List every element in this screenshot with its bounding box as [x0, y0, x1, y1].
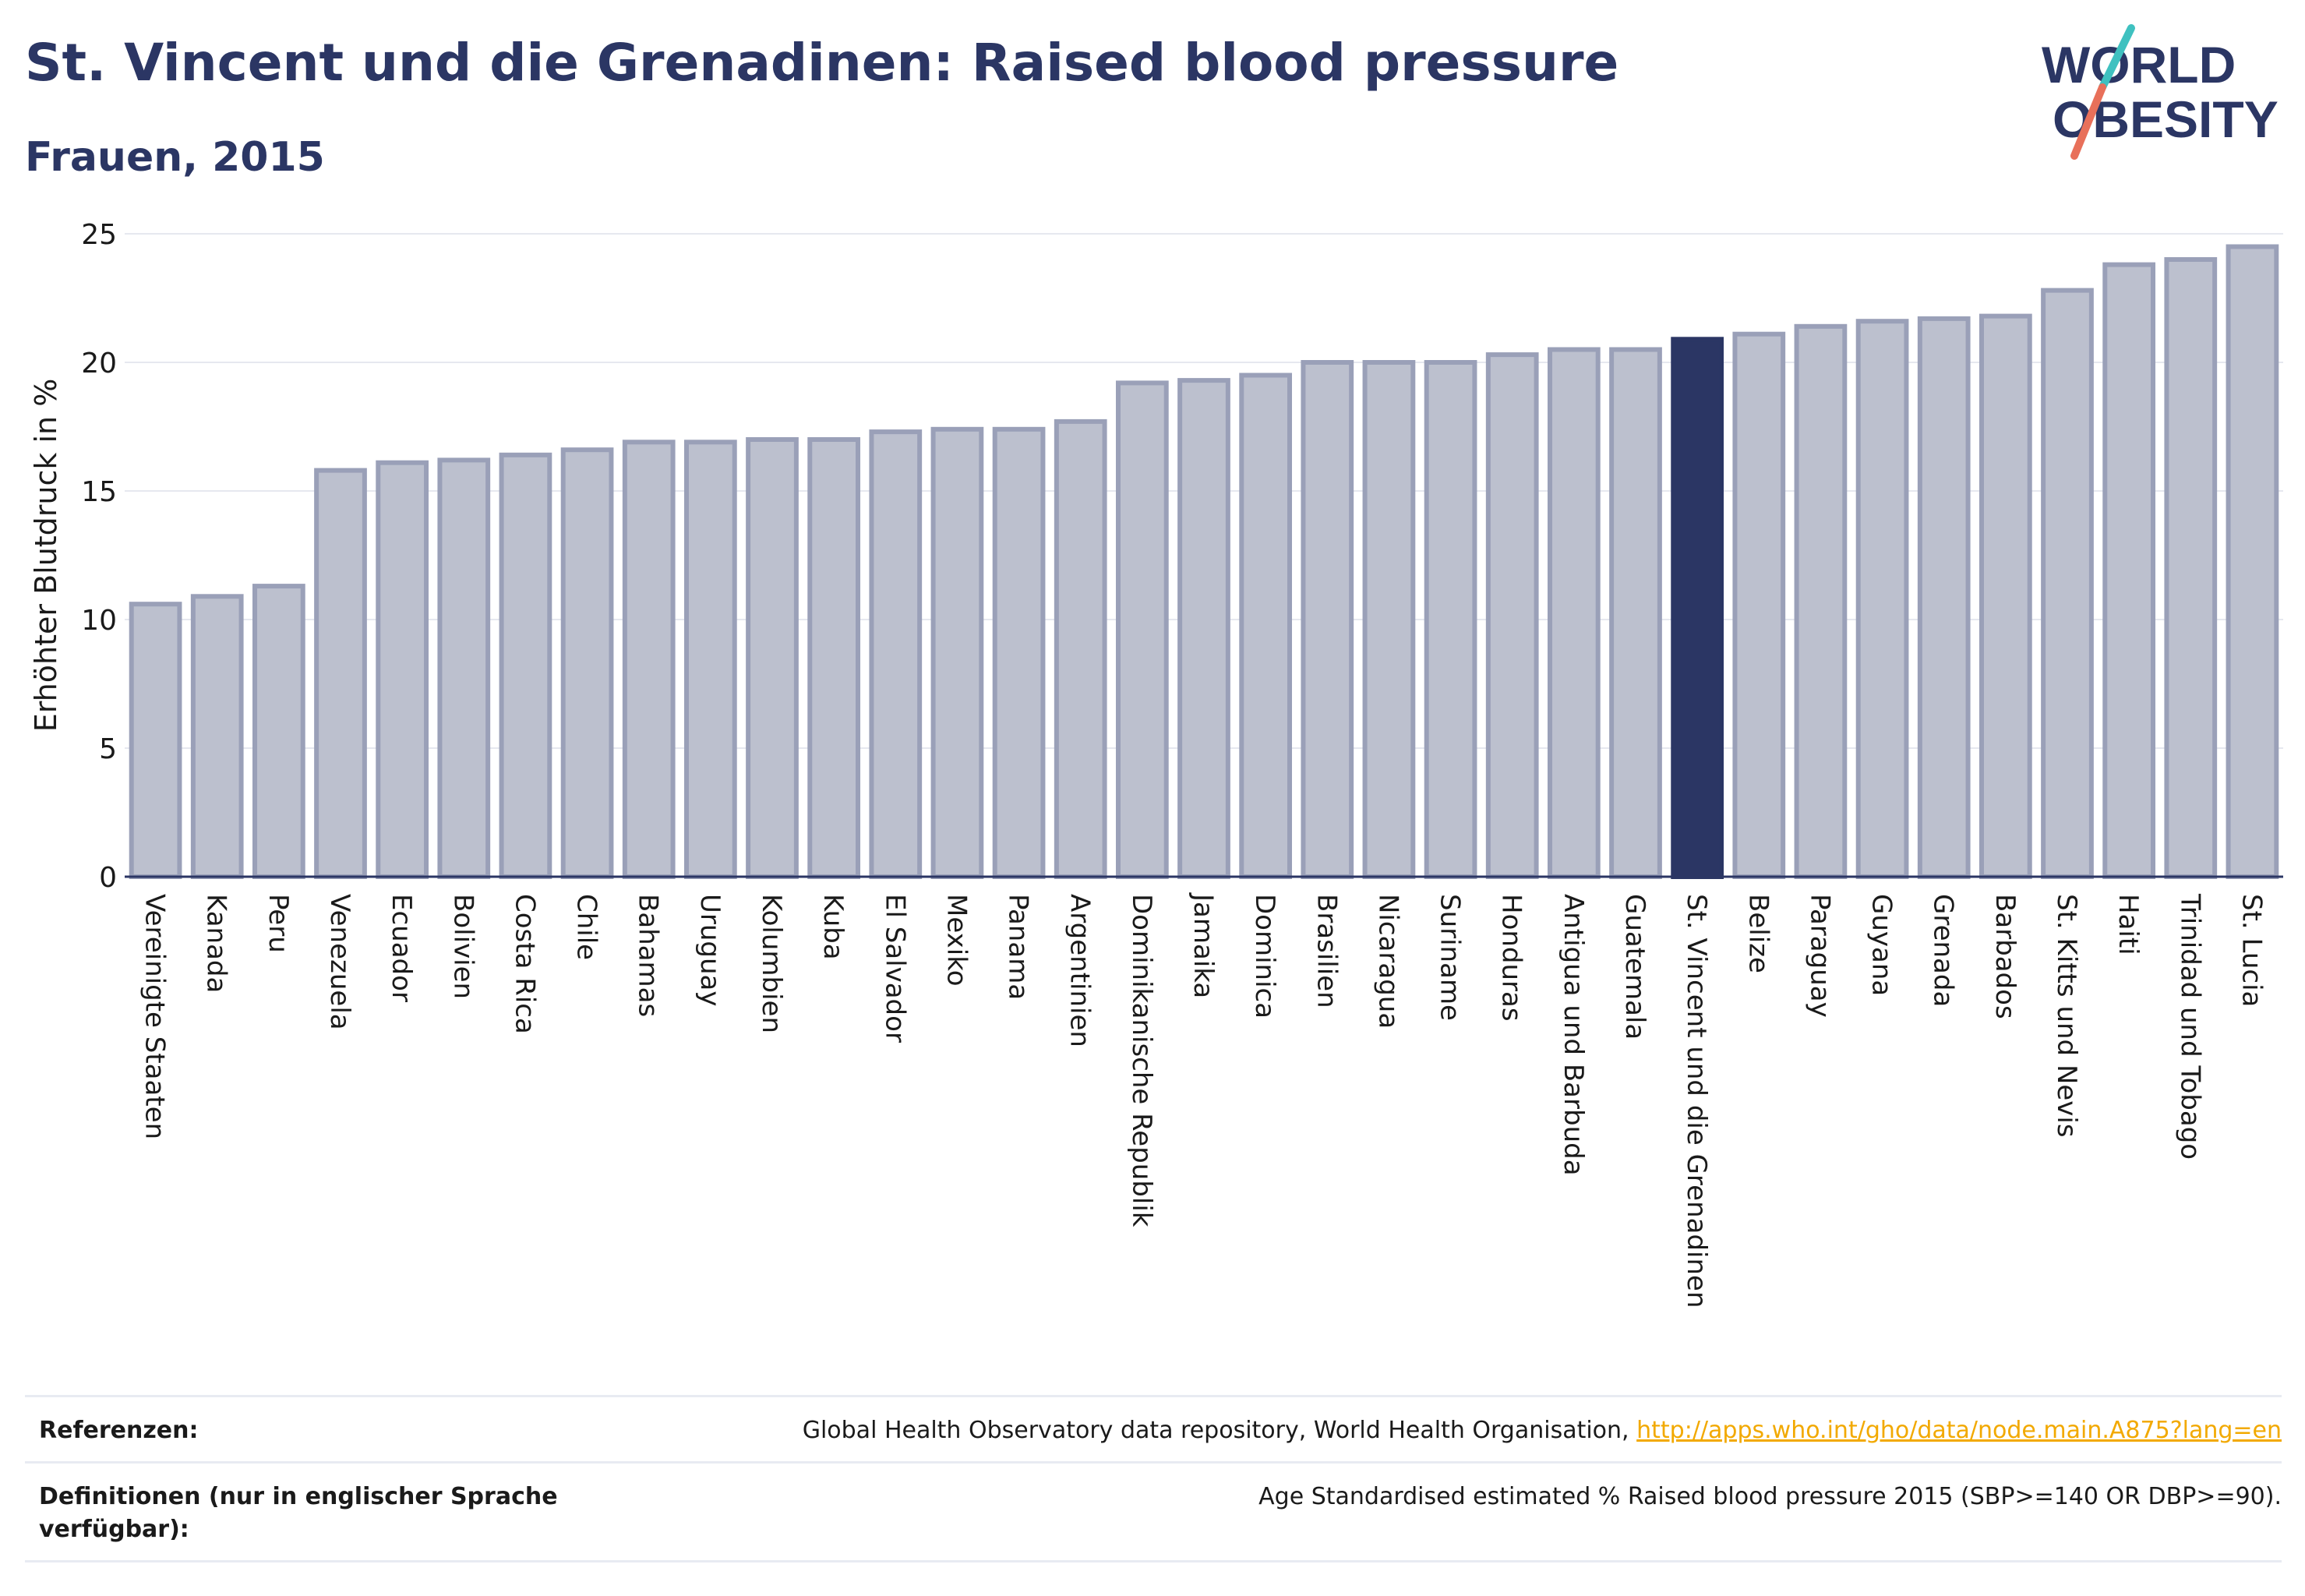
- x-tick-label: St. Vincent und die Grenadinen: [1681, 894, 1712, 1308]
- bar: [1115, 380, 1169, 879]
- x-tick-label: Haiti: [2113, 894, 2144, 955]
- y-tick-label: 20: [81, 348, 117, 380]
- references-label: Referenzen:: [39, 1417, 199, 1444]
- bar: [190, 594, 244, 879]
- bar: [869, 429, 923, 879]
- bar: [560, 447, 614, 879]
- x-tick-label: Peru: [263, 894, 294, 953]
- x-tick-label: Argentinien: [1064, 894, 1096, 1047]
- bar: [1424, 360, 1477, 879]
- y-axis-label: Erhöhter Blutdruck in %: [29, 379, 63, 733]
- x-tick-label: Belize: [1742, 894, 1774, 973]
- x-tick-label: Dominica: [1249, 894, 1280, 1019]
- references-row: Referenzen: Global Health Observatory da…: [25, 1395, 2282, 1461]
- bar: [1978, 313, 2032, 880]
- bar: [376, 460, 429, 879]
- x-tick-label: Trinidad und Tobago: [2174, 893, 2205, 1160]
- definitions-row: Definitionen (nur in englischer Sprache …: [25, 1461, 2282, 1562]
- bar: [437, 457, 491, 879]
- x-tick-label: Grenada: [1928, 894, 1959, 1007]
- bar: [992, 426, 1046, 879]
- bar: [1054, 418, 1107, 879]
- x-tick-label: Costa Rica: [509, 894, 540, 1034]
- chart-subtitle: Frauen, 2015: [25, 134, 325, 181]
- x-tick-label: Suriname: [1435, 894, 1466, 1021]
- x-tick-label: Mexiko: [941, 894, 972, 987]
- x-tick-labels: Vereinigte Staaten Kanada Peru Venezuela Ecu…: [139, 892, 2268, 1308]
- bar: [314, 468, 367, 879]
- chart-title: St. Vincent und die Grenadinen: Raised b…: [25, 33, 1619, 93]
- x-tick-label: Ecuador: [386, 894, 417, 1002]
- world-obesity-logo: WORLD OBESITY: [2042, 24, 2279, 160]
- y-tick-label: 15: [81, 476, 117, 508]
- y-tick-label: 25: [81, 219, 117, 251]
- bar: [807, 437, 861, 879]
- x-tick-label: Uruguay: [694, 894, 725, 1007]
- x-tick-label: Panama: [1003, 894, 1034, 1000]
- x-tick-label: Guatemala: [1619, 894, 1650, 1040]
- x-tick-label: Kolumbien: [756, 894, 787, 1033]
- x-tick-label: Kuba: [817, 894, 849, 960]
- x-tick-label: Antigua und Barbuda: [1558, 894, 1589, 1176]
- references-value: Global Health Observatory data repositor…: [803, 1414, 2282, 1447]
- logo-slash-teal-icon: [2099, 24, 2135, 91]
- footer: Referenzen: Global Health Observatory da…: [25, 1395, 2282, 1562]
- x-tick-label: Vereinigte Staaten: [139, 894, 171, 1139]
- bar: [1362, 360, 1416, 879]
- x-tick-label: St. Kitts und Nevis: [2051, 894, 2082, 1138]
- bar: [1917, 316, 1971, 879]
- bar: [2041, 288, 2094, 880]
- bar: [1301, 360, 1354, 879]
- x-tick-label: St. Lucia: [2236, 894, 2267, 1007]
- logo-line-1: WORLD: [2042, 36, 2236, 94]
- x-tick-label: Kanada: [201, 894, 232, 993]
- bar: [1855, 319, 1909, 879]
- bar: [1485, 352, 1539, 880]
- definitions-label: Definitionen (nur in englischer Sprache …: [39, 1483, 558, 1543]
- bar: [1732, 331, 1786, 879]
- references-text: Global Health Observatory data repositor…: [802, 1417, 1629, 1444]
- y-tick-label: 10: [81, 605, 117, 637]
- definitions-value: Age Standardised estimated % Raised bloo…: [1258, 1483, 2282, 1510]
- logo-slash-coral-icon: [2070, 83, 2106, 160]
- references-link[interactable]: http://apps.who.int/gho/data/node.main.A…: [1636, 1417, 2282, 1444]
- bar: [1671, 337, 1724, 879]
- x-tick-label: Guyana: [1866, 894, 1897, 996]
- bar: [2102, 262, 2156, 880]
- bar: [622, 440, 676, 879]
- bar: [1609, 347, 1662, 879]
- x-tick-label: Bolivien: [447, 894, 478, 999]
- x-tick-label: Bahamas: [633, 894, 664, 1017]
- bar: [1239, 373, 1293, 879]
- bar: [2164, 257, 2218, 879]
- y-tick-label: 0: [99, 862, 117, 894]
- bar: [129, 602, 182, 879]
- x-tick-label: Jamaika: [1188, 892, 1219, 998]
- x-tick-label: Paraguay: [1804, 894, 1835, 1018]
- y-tick-label: 5: [99, 733, 117, 765]
- x-tick-label: Venezuela: [324, 894, 355, 1030]
- bar: [1794, 323, 1848, 879]
- bar: [1547, 347, 1601, 879]
- x-tick-label: Dominikanische Republik: [1126, 894, 1157, 1227]
- x-tick-label: Nicaragua: [1372, 894, 1403, 1029]
- bar: [746, 437, 799, 879]
- x-tick-label: El Salvador: [879, 894, 910, 1043]
- x-tick-label: Brasilien: [1311, 894, 1342, 1008]
- bar: [683, 440, 737, 879]
- bar: [930, 426, 984, 879]
- y-tick-labels: 0 5 10 15 20 25: [81, 219, 117, 894]
- bar: [252, 584, 305, 879]
- bars: [129, 244, 2279, 880]
- bar: [499, 452, 552, 879]
- x-tick-label: Chile: [571, 894, 602, 960]
- x-tick-label: Barbados: [1989, 894, 2021, 1019]
- bar: [1177, 378, 1230, 880]
- x-tick-label: Honduras: [1496, 894, 1527, 1022]
- bar: [2226, 244, 2279, 879]
